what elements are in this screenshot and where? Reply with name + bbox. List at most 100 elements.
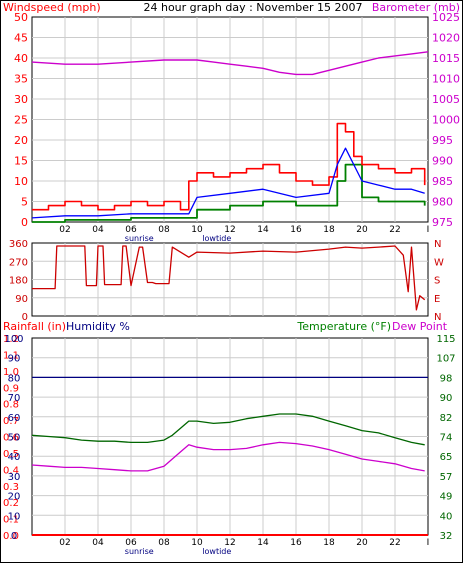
rainfall-tick-label: 0.2 [3,498,19,509]
rainfall-tick-label: 1.1 [3,350,19,361]
direction-compass-label: W [434,257,444,268]
temperature-tick-label: 49 [440,492,453,503]
temperature-ticks: 32 40 49 57 65 74 82 90 98 107 115 [436,334,455,542]
windspeed-tick-label: 40 [14,52,28,65]
humidity-tick-label: 70 [8,393,21,404]
barometer-tick-label: 1020 [432,32,460,45]
rainfall-tick-label: 0.3 [3,482,19,493]
time-tick-label: 20 [356,538,368,548]
barometer-tick-label: 975 [432,216,453,229]
dewpoint-axis-label: Dew Point [392,320,448,333]
time-tick-label: 08 [158,225,170,235]
wind-series [31,51,429,223]
time-tick-label: 02 [59,225,70,235]
temperature-tick-label: 32 [440,531,453,542]
wind-average-line [31,147,425,219]
temperature-tick-label: 65 [440,452,453,463]
dewpoint-line [31,441,425,472]
windspeed-tick-label: 45 [14,32,28,45]
rainfall-tick-label: 0.1 [3,515,19,526]
temperature-tick-label: 74 [440,433,453,444]
temperature-tick-label: 115 [436,334,455,345]
barometer-tick-label: 1005 [432,93,460,106]
sunrise-marker: sunrise [125,234,154,243]
time-tick-label: 16 [290,225,302,235]
windspeed-line [32,122,426,211]
direction-line [32,245,426,311]
temperature-humidity-panel: 0.0 0.1 0.2 0.3 0.4 0.5 0.6 0.7 0.8 0.9 1.0 1.1 1.2 0… [3,334,456,556]
time-tick-label: 08 [158,538,170,548]
time-tick-label: 14 [257,225,269,235]
humidity-tick-label: 80 [8,373,21,384]
temperature-grid [32,338,428,535]
rainfall-tick-label: 0.6 [3,433,19,444]
windspeed-tick-label: 25 [14,114,28,127]
time-tick-label: 14 [257,538,269,548]
direction-compass-label: N [434,239,441,250]
rainfall-tick-label: 0.4 [3,465,19,476]
windspeed-tick-label: 10 [14,175,28,188]
time-tick-label: 12 [224,225,235,235]
barometer-ticks: 975 980 985 990 995 1000 1005 1010 1015 1020 1025 [432,11,460,229]
humidity-tick-label: 30 [8,472,21,483]
barometer-tick-label: 980 [432,196,453,209]
direction-degree-label: 180 [9,276,28,287]
rain-humidity-ticks: 0.0 0.1 0.2 0.3 0.4 0.5 0.6 0.7 0.8 0.9 1.0 1.1 1.2 0… [3,334,24,542]
time-tick-label: 18 [323,538,335,548]
lowtide-marker: lowtide [202,234,231,243]
barometer-tick-label: 1025 [432,11,460,24]
rainfall-tick-label: 0.7 [3,416,19,427]
humidity-tick-label: 40 [8,452,21,463]
time-tick-end: I [427,225,430,235]
barometer-axis-label: Barometer (mb) [372,1,460,14]
lowtide-marker: lowtide [202,547,231,556]
graph-title: 24 hour graph day : November 15 2007 [143,1,362,14]
rainfall-tick-label: 1.0 [3,367,19,378]
time-tick-label: 04 [92,538,104,548]
time-tick-label: 22 [389,538,400,548]
time-tick-label: 04 [92,225,104,235]
temperature-axis-label: Temperature (°F) [296,320,391,333]
time-tick-label: 06 [125,538,137,548]
time-tick-label: 22 [389,225,400,235]
wind-grid [32,17,428,222]
direction-series [32,245,426,311]
temperature-tick-label: 98 [440,373,453,384]
barometer-tick-label: 1010 [432,73,460,86]
time-tick-label: 12 [224,538,235,548]
rainfall-tick-label: 0.9 [3,383,19,394]
temperature-tick-label: 107 [436,354,455,365]
humidity-tick-label: 10 [8,511,21,522]
barometer-line [31,51,429,76]
temperature-tick-label: 90 [440,393,453,404]
windspeed-ticks: 0 5 10 15 20 25 30 35 40 45 50 [14,11,28,229]
humidity-tick-label: 20 [8,492,21,503]
direction-compass-label: N [434,312,441,323]
barometer-tick-label: 1015 [432,52,460,65]
sunrise-marker: sunrise [125,547,154,556]
windspeed-tick-label: 35 [14,73,28,86]
windspeed-tick-label: 30 [14,93,28,106]
direction-degree-label: 90 [15,294,28,305]
direction-degree-ticks: 0 90 180 270 360 [9,239,28,323]
direction-degree-label: 270 [9,257,28,268]
rainfall-axis-label: Rainfall (in) [3,320,66,333]
rainfall-tick-label: 0.8 [3,400,19,411]
temperature-series [31,376,428,536]
time-tick-label: 10 [191,225,203,235]
humidity-tick-label: 0 [11,531,17,542]
direction-degree-label: 0 [22,312,28,323]
humidity-axis-label: Humidity % [66,320,130,333]
windspeed-axis-label: Windspeed (mph) [3,1,101,14]
temperature-line [31,413,425,446]
windspeed-tick-label: 50 [14,11,28,24]
wind-low-line [32,163,426,223]
barometer-tick-label: 985 [432,175,453,188]
rainfall-tick-label: 1.2 [3,334,19,345]
temperature-tick-label: 82 [440,413,453,424]
